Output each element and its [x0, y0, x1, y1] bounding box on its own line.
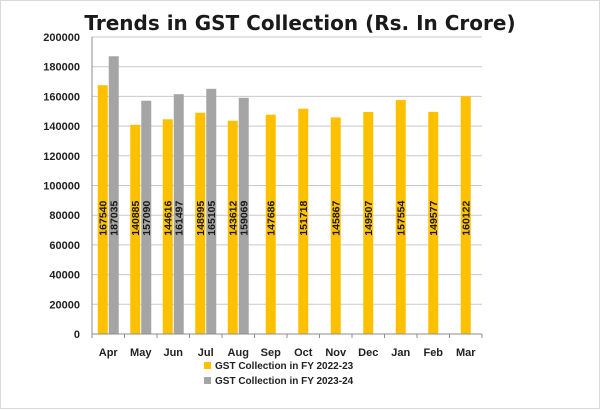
y-tick-label: 60000 — [49, 240, 80, 252]
bar-fy2022-23 — [227, 120, 238, 335]
bar-fy2022-23 — [130, 124, 141, 335]
legend-swatch — [204, 377, 211, 384]
data-labels: 167540 187035 140885 157090 144616 161497 1489… — [98, 200, 473, 235]
x-tick-label: Sep — [261, 347, 281, 359]
bar-fy2023-24 — [173, 94, 184, 334]
data-label: 157090 — [141, 200, 153, 235]
y-tick-label: 120000 — [43, 151, 80, 163]
x-tick-label: Apr — [99, 347, 119, 359]
x-tick-label: Dec — [358, 347, 378, 359]
data-label: 157554 — [396, 200, 408, 235]
bar-fy2022-23 — [330, 117, 341, 334]
legend-label: GST Collection in FY 2023-24 — [215, 376, 354, 387]
data-label: 159069 — [239, 200, 251, 235]
bar-fy2023-24 — [238, 97, 249, 334]
bar-fy2023-24 — [108, 56, 119, 335]
bar-fy2022-23 — [195, 112, 206, 334]
data-label: 151718 — [298, 200, 310, 235]
bar-fy2022-23 — [460, 96, 471, 334]
x-tick-label: Jul — [198, 347, 214, 359]
bar-fy2022-23 — [428, 111, 439, 334]
bar-fy2022-23 — [265, 114, 276, 335]
y-tick-label: 80000 — [49, 210, 80, 222]
y-tick-label: 200000 — [43, 32, 80, 44]
bar-fy2023-24 — [206, 88, 217, 334]
bar-fy2023-24 — [141, 100, 152, 335]
data-label: 143612 — [228, 200, 240, 235]
legend: GST Collection in FY 2022-23 GST Collecti… — [204, 361, 354, 387]
data-label: 167540 — [98, 200, 110, 235]
data-label: 145867 — [331, 200, 343, 235]
data-label: 149507 — [363, 200, 375, 235]
legend-swatch — [204, 362, 211, 369]
bar-fy2022-23 — [97, 85, 108, 335]
y-tick-label: 180000 — [43, 62, 80, 74]
x-tick-label: Aug — [228, 347, 249, 359]
y-tick-label: 140000 — [43, 121, 80, 133]
data-label: 140885 — [130, 200, 142, 235]
bar-fy2022-23 — [395, 100, 406, 334]
bar-fy2022-23 — [298, 108, 309, 335]
y-tick-label: 20000 — [49, 299, 80, 311]
data-label: 149577 — [428, 200, 440, 235]
data-label: 160122 — [461, 200, 473, 235]
data-label: 187035 — [109, 200, 121, 235]
axes: 0 20000 40000 60000 80000 100000 120000 140000 1… — [43, 32, 483, 359]
x-tick-label: Oct — [294, 347, 313, 359]
x-tick-label: Jun — [163, 347, 183, 359]
data-label: 144616 — [163, 200, 175, 235]
data-label: 147686 — [266, 200, 278, 235]
y-tick-label: 100000 — [43, 181, 80, 193]
x-tick-label: Feb — [423, 347, 443, 359]
y-tick-label: 40000 — [49, 270, 80, 282]
bars — [97, 56, 471, 335]
x-tick-label: Jan — [391, 347, 410, 359]
data-label: 148995 — [195, 200, 207, 235]
data-label: 161497 — [174, 200, 186, 235]
chart-title: Trends in GST Collection (Rs. In Crore) — [84, 11, 515, 35]
y-tick-label: 160000 — [43, 91, 80, 103]
x-tick-label: Nov — [325, 347, 347, 359]
data-label: 165105 — [206, 200, 218, 235]
bar-fy2022-23 — [363, 111, 374, 334]
bar-fy2022-23 — [162, 119, 173, 334]
y-tick-label: 0 — [74, 329, 80, 341]
legend-label: GST Collection in FY 2022-23 — [215, 361, 354, 372]
x-tick-label: May — [130, 347, 152, 359]
x-tick-label: Mar — [456, 347, 476, 359]
